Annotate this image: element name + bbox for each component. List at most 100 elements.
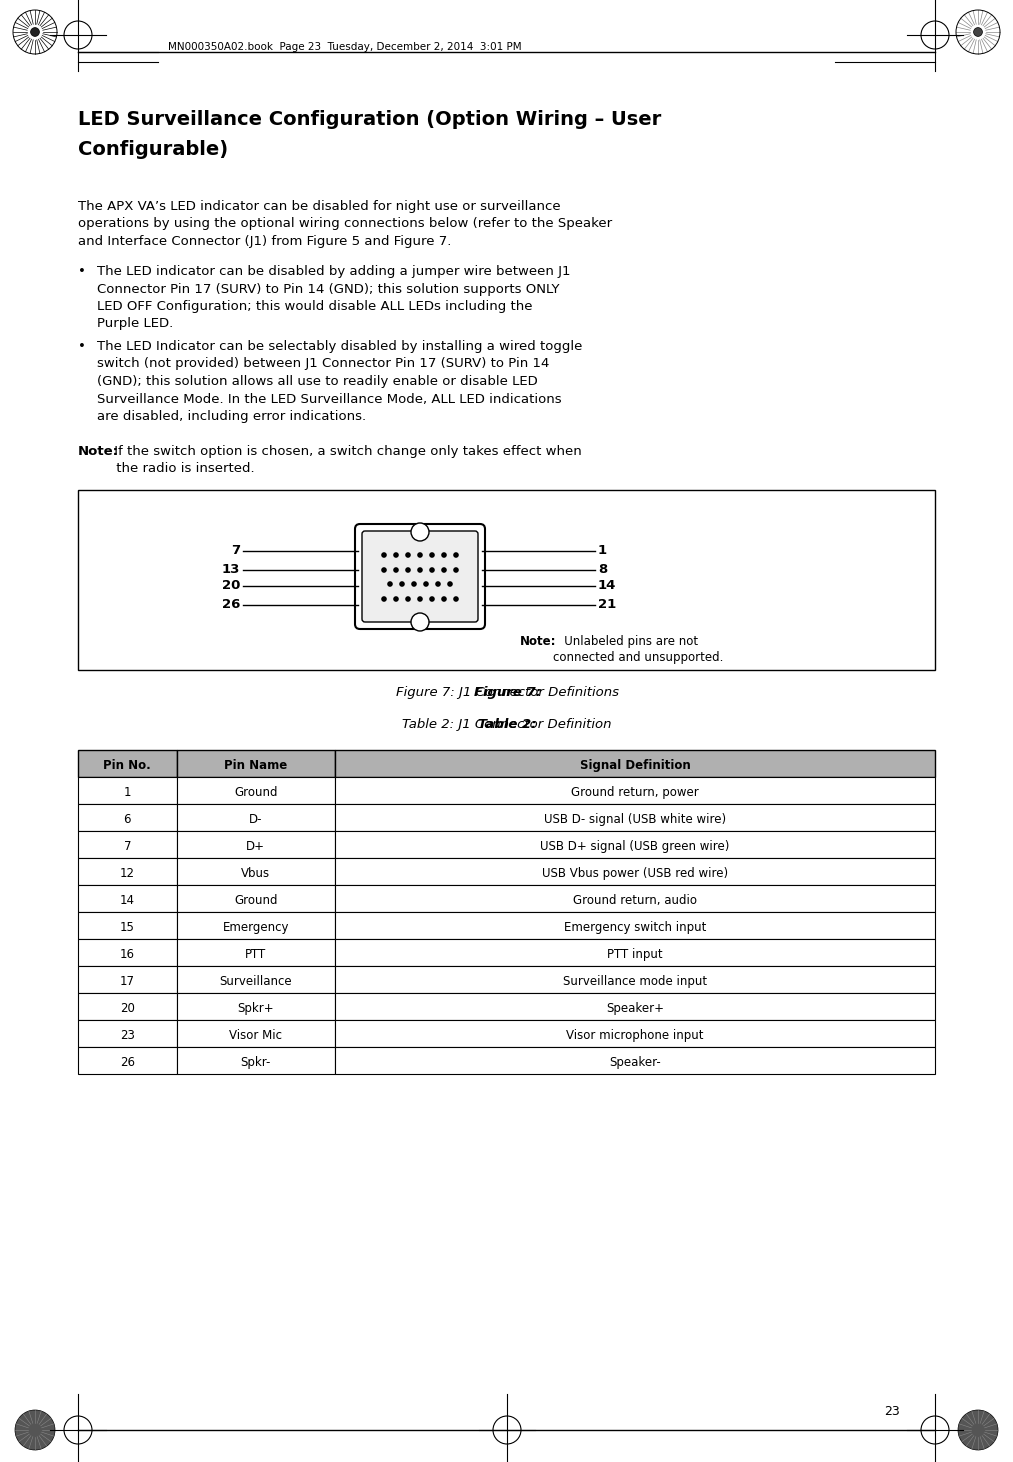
Circle shape [447, 582, 453, 586]
Text: Ground: Ground [234, 787, 278, 800]
Bar [78, 939, 176, 966]
Circle shape [411, 613, 428, 632]
Text: Figure 7:: Figure 7: [473, 686, 541, 699]
Bar [78, 1047, 176, 1075]
Circle shape [973, 28, 983, 37]
Bar [78, 1020, 176, 1047]
Text: Spkr-: Spkr- [241, 1056, 271, 1069]
Circle shape [436, 582, 441, 586]
Text: the radio is inserted.: the radio is inserted. [78, 462, 254, 475]
Bar [176, 1020, 335, 1047]
Text: 14: 14 [120, 893, 135, 906]
Text: MN000350A02.book  Page 23  Tuesday, December 2, 2014  3:01 PM: MN000350A02.book Page 23 Tuesday, Decemb… [168, 42, 522, 53]
Text: Surveillance: Surveillance [220, 975, 292, 988]
Text: switch (not provided) between J1 Connector Pin 17 (SURV) to Pin 14: switch (not provided) between J1 Connect… [97, 358, 549, 370]
Text: The LED indicator can be disabled by adding a jumper wire between J1: The LED indicator can be disabled by add… [97, 265, 570, 278]
Text: Unlabeled pins are not: Unlabeled pins are not [553, 635, 698, 648]
Text: Connector Pin 17 (SURV) to Pin 14 (GND); this solution supports ONLY: Connector Pin 17 (SURV) to Pin 14 (GND);… [97, 282, 559, 295]
Bar [335, 993, 935, 1020]
Bar [335, 830, 935, 858]
Bar [176, 912, 335, 939]
Circle shape [393, 553, 399, 558]
Text: 21: 21 [598, 598, 616, 611]
Text: Emergency switch input: Emergency switch input [564, 921, 706, 934]
Circle shape [430, 553, 435, 558]
Circle shape [381, 596, 387, 602]
Text: If the switch option is chosen, a switch change only takes effect when: If the switch option is chosen, a switch… [110, 444, 581, 458]
FancyBboxPatch shape [355, 523, 485, 629]
Text: PTT: PTT [245, 947, 266, 961]
Circle shape [411, 523, 428, 541]
Circle shape [417, 567, 422, 573]
Bar [78, 912, 176, 939]
Circle shape [405, 596, 411, 602]
Circle shape [442, 567, 447, 573]
Text: 7: 7 [124, 841, 131, 852]
Circle shape [15, 1409, 55, 1450]
Circle shape [442, 596, 447, 602]
Circle shape [453, 553, 459, 558]
Text: Emergency: Emergency [223, 921, 289, 934]
Text: 13: 13 [222, 563, 240, 576]
Bar [176, 939, 335, 966]
Text: Speaker-: Speaker- [609, 1056, 660, 1069]
Text: LED OFF Configuration; this would disable ALL LEDs including the: LED OFF Configuration; this would disabl… [97, 300, 533, 313]
Circle shape [393, 567, 399, 573]
Circle shape [430, 596, 435, 602]
Text: 7: 7 [231, 544, 240, 557]
Bar [335, 750, 935, 776]
Text: Figure 7: J1 Connector Definitions: Figure 7: J1 Connector Definitions [395, 686, 619, 699]
Circle shape [405, 553, 411, 558]
Text: D-: D- [249, 813, 262, 826]
Bar [335, 776, 935, 804]
Text: 6: 6 [124, 813, 131, 826]
Bar [335, 912, 935, 939]
Text: connected and unsupported.: connected and unsupported. [553, 651, 723, 664]
Text: and Interface Connector (J1) from Figure 5 and Figure 7.: and Interface Connector (J1) from Figure… [78, 235, 452, 249]
Bar [176, 830, 335, 858]
Circle shape [393, 596, 399, 602]
Text: Pin No.: Pin No. [103, 759, 151, 772]
Bar [176, 1047, 335, 1075]
Circle shape [423, 582, 428, 586]
Text: •: • [78, 341, 86, 352]
Text: 12: 12 [120, 867, 135, 880]
Bar [176, 966, 335, 993]
Bar [78, 490, 935, 670]
Bar [335, 1020, 935, 1047]
Bar [335, 885, 935, 912]
Text: The LED Indicator can be selectably disabled by installing a wired toggle: The LED Indicator can be selectably disa… [97, 341, 582, 352]
Circle shape [399, 582, 405, 586]
Circle shape [417, 596, 422, 602]
Circle shape [430, 567, 435, 573]
Text: Table 2: J1 Connector Definition: Table 2: J1 Connector Definition [402, 718, 612, 731]
Text: Surveillance mode input: Surveillance mode input [563, 975, 707, 988]
Bar [176, 804, 335, 830]
Text: 1: 1 [598, 544, 607, 557]
Bar [176, 750, 335, 776]
Text: 1: 1 [124, 787, 131, 800]
Bar [78, 858, 176, 885]
Text: 23: 23 [120, 1029, 135, 1042]
Circle shape [387, 582, 393, 586]
Bar [78, 750, 176, 776]
Text: •: • [78, 265, 86, 278]
Text: 8: 8 [598, 563, 607, 576]
Text: D+: D+ [246, 841, 265, 852]
Text: USB Vbus power (USB red wire): USB Vbus power (USB red wire) [542, 867, 728, 880]
Bar [176, 885, 335, 912]
Text: The APX VA’s LED indicator can be disabled for night use or surveillance: The APX VA’s LED indicator can be disabl… [78, 200, 560, 213]
Bar [335, 939, 935, 966]
Text: 26: 26 [120, 1056, 135, 1069]
Text: USB D- signal (USB white wire): USB D- signal (USB white wire) [544, 813, 726, 826]
Bar [335, 966, 935, 993]
Circle shape [442, 553, 447, 558]
Bar [78, 804, 176, 830]
Text: PTT input: PTT input [607, 947, 663, 961]
Circle shape [381, 567, 387, 573]
Text: 16: 16 [120, 947, 135, 961]
Text: Ground return, power: Ground return, power [571, 787, 699, 800]
Text: Note:: Note: [520, 635, 556, 648]
Text: Signal Definition: Signal Definition [579, 759, 691, 772]
Text: Visor microphone input: Visor microphone input [566, 1029, 704, 1042]
